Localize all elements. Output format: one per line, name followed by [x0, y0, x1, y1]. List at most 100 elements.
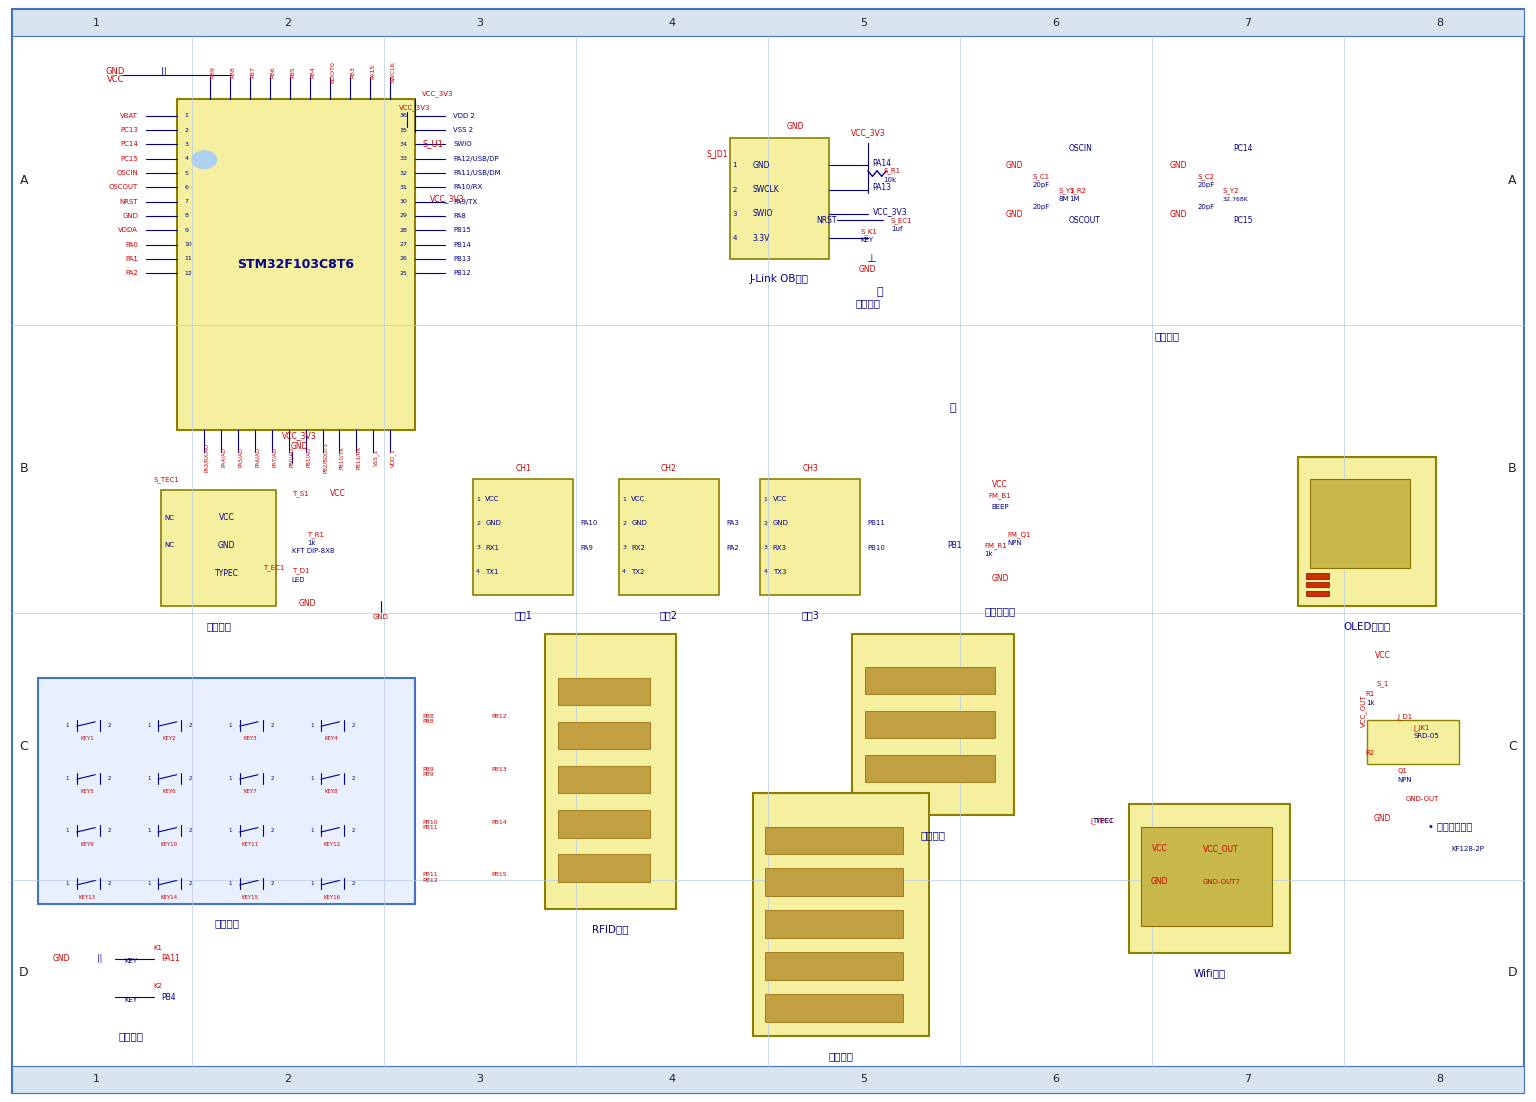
- Text: PB8: PB8: [422, 714, 435, 719]
- Text: 2: 2: [352, 723, 355, 727]
- Text: PA13: PA13: [872, 183, 891, 192]
- Text: 1: 1: [229, 882, 232, 886]
- Text: KEY10: KEY10: [160, 842, 178, 846]
- Text: GND: GND: [485, 520, 501, 527]
- Text: 20pF: 20pF: [1197, 204, 1215, 210]
- Text: KEY9: KEY9: [81, 842, 94, 846]
- Text: VSS_1: VSS_1: [373, 449, 379, 466]
- Text: PA10/RX: PA10/RX: [453, 184, 482, 191]
- Text: 27: 27: [399, 242, 407, 247]
- Text: PA4/AO: PA4/AO: [221, 447, 226, 467]
- Text: S_R1: S_R1: [883, 168, 900, 174]
- Text: PB11: PB11: [422, 873, 438, 877]
- Bar: [161, 490, 276, 606]
- Text: 复位电路: 复位电路: [856, 298, 880, 309]
- Text: PB7: PB7: [250, 66, 255, 77]
- Text: 32.768K: 32.768K: [1223, 197, 1249, 202]
- Text: KEY: KEY: [860, 237, 874, 244]
- Text: 1: 1: [229, 723, 232, 727]
- Text: ||: ||: [97, 954, 103, 963]
- Text: PA2: PA2: [126, 270, 138, 277]
- Text: KEY15: KEY15: [241, 895, 260, 899]
- Text: B: B: [20, 462, 28, 475]
- Text: 2: 2: [189, 882, 192, 886]
- Text: 8M: 8M: [1058, 196, 1069, 203]
- Text: GND: GND: [859, 266, 877, 274]
- Text: PB15: PB15: [492, 873, 507, 877]
- Text: TYPEC: TYPEC: [215, 569, 238, 577]
- Text: TX1: TX1: [485, 569, 499, 575]
- Text: 3: 3: [476, 18, 484, 28]
- Text: 2: 2: [108, 776, 111, 780]
- Text: 10k: 10k: [883, 176, 897, 183]
- Text: 2: 2: [270, 723, 273, 727]
- Text: PA11: PA11: [161, 954, 180, 963]
- Text: PC14: PC14: [120, 141, 138, 148]
- Text: GND: GND: [218, 541, 235, 550]
- Text: PB12: PB12: [422, 878, 438, 883]
- Text: PA8: PA8: [453, 213, 465, 219]
- Text: 2: 2: [763, 521, 768, 526]
- Text: S_1: S_1: [1376, 680, 1389, 687]
- Text: 26: 26: [399, 257, 407, 261]
- Text: 1: 1: [229, 776, 232, 780]
- Text: NRST: NRST: [120, 198, 138, 205]
- Text: GND-OUT: GND-OUT: [1405, 796, 1439, 802]
- Text: D: D: [1507, 966, 1518, 980]
- Text: KEY4: KEY4: [326, 736, 338, 741]
- Text: KEY6: KEY6: [163, 789, 175, 793]
- Text: PC15: PC15: [120, 155, 138, 162]
- Text: KF128-2P: KF128-2P: [1452, 845, 1484, 852]
- Bar: [765, 826, 903, 854]
- Text: 串口2: 串口2: [660, 609, 677, 620]
- Text: 1k: 1k: [985, 551, 994, 558]
- Bar: [852, 634, 1014, 815]
- Text: S_R2: S_R2: [1069, 187, 1086, 194]
- Bar: [1298, 457, 1436, 606]
- Text: KEY12: KEY12: [323, 842, 341, 846]
- Text: S_C1: S_C1: [1032, 173, 1051, 180]
- Text: OSCIN: OSCIN: [1069, 144, 1094, 153]
- Text: PB14: PB14: [453, 241, 472, 248]
- Text: 4: 4: [622, 570, 627, 574]
- Text: 2: 2: [622, 521, 627, 526]
- Text: R1: R1: [1366, 691, 1375, 698]
- Text: Wifi模块: Wifi模块: [1193, 968, 1226, 979]
- Bar: [558, 678, 650, 705]
- Text: 1: 1: [310, 829, 313, 833]
- Text: PA10: PA10: [581, 520, 598, 527]
- Text: PB13: PB13: [492, 767, 507, 771]
- Text: KEY2: KEY2: [163, 736, 175, 741]
- Text: PA2: PA2: [727, 544, 739, 551]
- Text: FM_R1: FM_R1: [985, 542, 1008, 549]
- Text: 36: 36: [399, 114, 407, 118]
- Text: 1uf: 1uf: [891, 226, 902, 233]
- Text: TYPEC: TYPEC: [1092, 818, 1114, 824]
- Text: 28: 28: [399, 228, 407, 233]
- Text: PA11/USB/DM: PA11/USB/DM: [453, 170, 501, 176]
- Text: 3: 3: [733, 210, 737, 217]
- Text: VBAT: VBAT: [120, 112, 138, 119]
- Bar: [558, 766, 650, 793]
- Text: 34: 34: [399, 142, 407, 147]
- Bar: [1306, 573, 1329, 579]
- Text: 1: 1: [66, 776, 69, 780]
- Text: 2: 2: [352, 776, 355, 780]
- Bar: [1306, 582, 1329, 587]
- Bar: [865, 755, 995, 782]
- Text: T_EC1: T_EC1: [263, 564, 284, 571]
- Text: VDD_1: VDD_1: [390, 449, 396, 466]
- Text: GND: GND: [631, 520, 647, 527]
- Text: PB8: PB8: [422, 720, 435, 724]
- Text: VCC: VCC: [218, 514, 235, 522]
- Text: VDDA: VDDA: [118, 227, 138, 234]
- Text: C: C: [20, 741, 28, 753]
- Text: 20pF: 20pF: [1032, 204, 1051, 210]
- Text: 蜂鸣器电路: 蜂鸣器电路: [985, 606, 1015, 617]
- Bar: [558, 722, 650, 749]
- Text: 2: 2: [108, 723, 111, 727]
- Bar: [765, 868, 903, 896]
- Text: PA6/AO: PA6/AO: [255, 447, 260, 467]
- Text: PB14: PB14: [492, 820, 507, 824]
- Text: KEY11: KEY11: [241, 842, 260, 846]
